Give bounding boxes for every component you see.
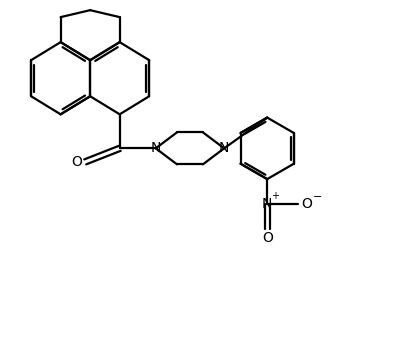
Text: N: N xyxy=(262,197,272,211)
Text: N: N xyxy=(219,141,229,155)
Text: O: O xyxy=(262,231,272,245)
Text: +: + xyxy=(271,191,280,201)
Text: O: O xyxy=(71,155,82,169)
Text: N: N xyxy=(150,141,161,155)
Text: O: O xyxy=(301,197,312,211)
Text: −: − xyxy=(313,192,322,202)
